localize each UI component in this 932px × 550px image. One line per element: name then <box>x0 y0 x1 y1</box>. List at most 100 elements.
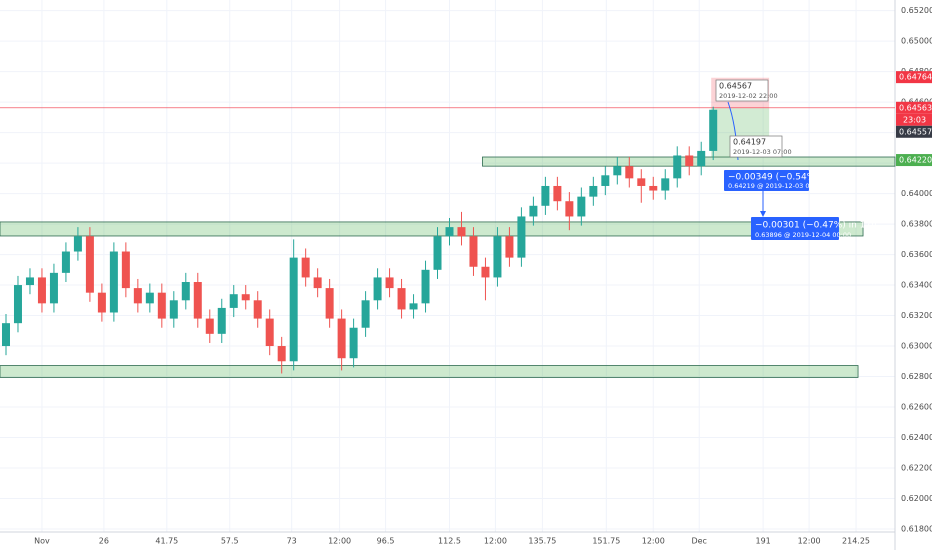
price-label-box <box>896 125 932 138</box>
candle-body <box>397 288 406 310</box>
price-label: 0.64563 <box>899 103 932 112</box>
candle-body <box>301 257 310 278</box>
candle-body <box>565 201 574 217</box>
candle-body <box>253 300 262 319</box>
candle-body <box>133 288 142 304</box>
x-tick-label: 135.75 <box>528 537 556 546</box>
price-label-box <box>896 101 932 114</box>
candle-body <box>445 227 454 237</box>
candle-body <box>145 292 154 304</box>
candle-body <box>649 185 658 191</box>
callout-price: 0.64567 <box>719 82 752 91</box>
candle-body <box>361 300 370 328</box>
candle-body <box>85 236 94 293</box>
support-zone <box>0 221 864 237</box>
x-tick-label: 96.5 <box>377 537 395 546</box>
change-text: −0.00301 (−0.47%) in 17h <box>755 221 877 231</box>
candle-body <box>313 277 322 289</box>
x-tick-label: Dec <box>691 537 706 546</box>
y-tick-label: 0.65200 <box>901 6 932 15</box>
candle-body <box>1 323 10 347</box>
change-detail: 0.63896 @ 2019-12-04 00:00 <box>755 231 851 239</box>
candle-body <box>265 318 274 347</box>
candle-body <box>481 266 490 278</box>
candle-body <box>553 185 562 202</box>
callout-box <box>715 79 769 102</box>
candle-body <box>109 251 118 313</box>
y-tick-label: 0.63600 <box>901 250 932 259</box>
candle-body <box>457 227 466 237</box>
x-tick-label: 12:00 <box>798 537 821 546</box>
candle-body <box>601 175 610 186</box>
candle-body <box>709 109 718 151</box>
candle-body <box>385 277 394 289</box>
callout-time: 2019-12-03 07:00 <box>733 148 792 156</box>
candle-body <box>121 251 130 289</box>
x-tick-label: 112.5 <box>438 537 461 546</box>
candle-body <box>217 307 226 334</box>
x-tick-label: 214.25 <box>842 537 870 546</box>
countdown-box <box>896 113 932 126</box>
candle-body <box>289 257 298 362</box>
candle-body <box>517 216 526 258</box>
y-tick-label: 0.62200 <box>901 463 932 472</box>
candle-body <box>349 327 358 359</box>
price-label: 0.64220 <box>899 156 932 165</box>
change-box <box>724 170 809 191</box>
candle-body <box>13 285 22 324</box>
candle-body <box>49 272 58 304</box>
callout-box <box>729 135 783 158</box>
candle-body <box>469 236 478 267</box>
candle-body <box>37 277 46 304</box>
candle-body <box>73 236 82 252</box>
candle-body <box>529 205 538 217</box>
y-tick-label: 0.61800 <box>901 524 932 533</box>
candle-body <box>661 178 670 191</box>
candle-body <box>505 236 514 258</box>
x-tick-label: 12:00 <box>484 537 507 546</box>
x-tick-label: 73 <box>287 537 297 546</box>
candle-body <box>421 269 430 304</box>
candle-body <box>673 155 682 179</box>
price-label-box <box>896 154 932 167</box>
candle-body <box>181 282 190 301</box>
x-tick-label: Nov <box>34 537 50 546</box>
candle-body <box>697 150 706 167</box>
change-text: −0.00349 (−0.54%) in 6h <box>728 173 844 183</box>
y-tick-label: 0.63800 <box>901 220 932 229</box>
countdown: 23:03 <box>903 115 926 124</box>
change-detail: 0.64219 @ 2019-12-03 04:00 <box>728 182 824 190</box>
y-tick-label: 0.64000 <box>901 189 932 198</box>
y-tick-label: 0.63000 <box>901 342 932 351</box>
candle-body <box>541 185 550 206</box>
candle-body <box>409 303 418 310</box>
x-tick-label: 191 <box>756 537 771 546</box>
x-tick-label: 57.5 <box>221 537 239 546</box>
support-zone <box>0 365 859 378</box>
price-label-box <box>896 71 932 84</box>
candle-body <box>277 346 286 362</box>
candle-body <box>169 300 178 319</box>
y-tick-label: 0.63200 <box>901 311 932 320</box>
candle-body <box>685 155 694 167</box>
y-tick-label: 0.62400 <box>901 433 932 442</box>
candle-body <box>589 185 598 197</box>
x-tick-label: 12:00 <box>328 537 351 546</box>
y-tick-label: 0.62800 <box>901 372 932 381</box>
candle-body <box>493 236 502 278</box>
candle-body <box>373 277 382 301</box>
candle-body <box>25 277 34 286</box>
candle-body <box>613 166 622 176</box>
change-box <box>751 217 839 240</box>
candle-body <box>229 294 238 308</box>
candle-body <box>241 294 250 301</box>
x-tick-label: 151.75 <box>592 537 620 546</box>
y-tick-label: 0.62000 <box>901 494 932 503</box>
y-tick-label: 0.62600 <box>901 403 932 412</box>
candle-body <box>337 318 346 359</box>
callout-time: 2019-12-02 22:00 <box>719 92 778 100</box>
y-tick-label: 0.65000 <box>901 37 932 46</box>
x-tick-label: 41.75 <box>155 537 178 546</box>
candle-body <box>193 282 202 319</box>
